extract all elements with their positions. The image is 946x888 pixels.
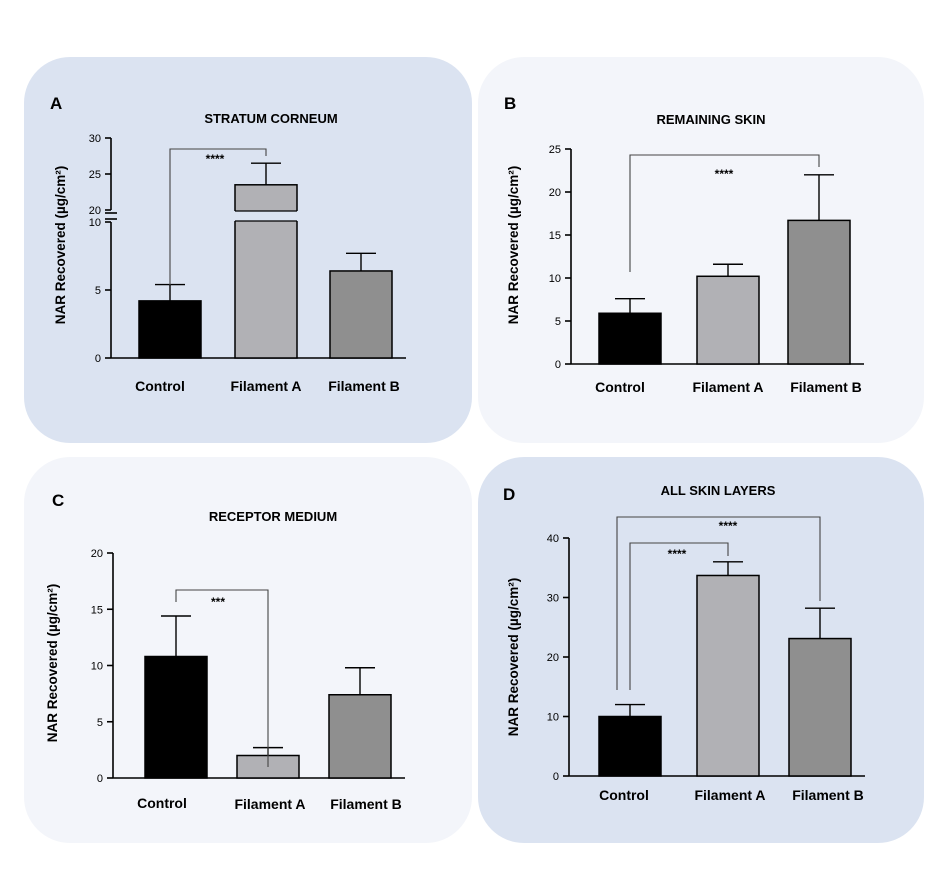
bar-filament-b-d (788, 637, 852, 777)
chart-title-c: RECEPTOR MEDIUM (209, 509, 337, 524)
significance-bracket-a (169, 148, 267, 285)
chart-c: C RECEPTOR MEDIUM NAR Recovered (µg/cm²)… (45, 491, 405, 812)
category-label-filament-b-c: Filament B (330, 796, 402, 812)
category-label-control-c: Control (137, 795, 187, 811)
chart-d: D ALL SKIN LAYERS NAR Recovered (µg/cm²)… (503, 483, 865, 803)
y-tick-label-5-c: 5 (97, 717, 103, 729)
y-tick-label-20-d: 20 (547, 652, 559, 664)
bar-control-d (598, 715, 662, 777)
y-tick-label-15-b: 15 (549, 230, 561, 242)
y-tick-label-40-d: 40 (547, 533, 559, 545)
significance-bracket-b (629, 154, 820, 272)
bar-break-gap-filament-a-a (233, 211, 299, 221)
y-axis-label-b: NAR Recovered (µg/cm²) (506, 166, 521, 325)
y-tick-label-25-a: 25 (89, 169, 101, 181)
significance-label-d-filament-a: **** (668, 547, 687, 561)
bar-filament-a-d (696, 574, 760, 777)
chart-title-d: ALL SKIN LAYERS (661, 483, 776, 498)
significance-label-b: **** (715, 167, 734, 181)
marks-d: 0 10 20 30 40 (547, 516, 865, 783)
chart-b: B REMAINING SKIN NAR Recovered (µg/cm²) … (504, 94, 864, 395)
significance-bracket-c (175, 589, 269, 767)
panel-label-c: C (52, 491, 64, 510)
y-tick-label-20-c: 20 (91, 548, 103, 560)
y-tick-label-0-b: 0 (555, 359, 561, 371)
bar-filament-a-b (696, 275, 760, 365)
y-tick-label-10-c: 10 (91, 661, 103, 673)
bar-control-c (144, 655, 208, 779)
category-label-control-d: Control (599, 787, 649, 803)
y-tick-label-20-b: 20 (549, 187, 561, 199)
y-tick-label-25-b: 25 (549, 144, 561, 156)
y-tick-label-30-d: 30 (547, 593, 559, 605)
category-label-filament-a-c: Filament A (234, 796, 305, 812)
y-tick-label-5-b: 5 (555, 316, 561, 328)
y-tick-label-30-a: 30 (89, 133, 101, 145)
category-label-control-b: Control (595, 379, 645, 395)
bar-control-a (138, 300, 202, 359)
marks-b: 0 5 10 15 20 25 (549, 144, 864, 371)
y-tick-label-0-c: 0 (97, 773, 103, 785)
y-axis-label-d: NAR Recovered (µg/cm²) (506, 578, 521, 737)
panel-label-d: D (503, 485, 515, 504)
panel-label-a: A (50, 94, 62, 113)
y-tick-label-0-a: 0 (95, 353, 101, 365)
y-tick-label-5-a: 5 (95, 285, 101, 297)
category-label-filament-b-d: Filament B (792, 787, 864, 803)
chart-a: A STRATUM CORNEUM NAR Recovered (µg/cm²)… (50, 94, 406, 394)
category-label-control-a: Control (135, 378, 185, 394)
bar-control-b (598, 312, 662, 365)
marks-c: 0 5 10 15 20 (91, 548, 405, 785)
category-label-filament-a-a: Filament A (230, 378, 301, 394)
y-axis-label-a: NAR Recovered (µg/cm²) (53, 166, 68, 325)
y-axis-label-c: NAR Recovered (µg/cm²) (45, 584, 60, 743)
bar-filament-b-b (787, 219, 851, 365)
significance-bracket-d-filament-a (629, 542, 729, 690)
chart-title-a: STRATUM CORNEUM (204, 111, 337, 126)
y-tick-label-10-a: 10 (89, 217, 101, 229)
y-tick-label-10-b: 10 (549, 273, 561, 285)
category-label-filament-b-b: Filament B (790, 379, 862, 395)
chart-title-b: REMAINING SKIN (656, 112, 765, 127)
bar-filament-b-a (329, 270, 393, 359)
category-label-filament-a-d: Filament A (694, 787, 765, 803)
significance-bracket-d-filament-b (616, 516, 821, 690)
category-label-filament-b-a: Filament B (328, 378, 400, 394)
significance-label-a: **** (206, 152, 225, 166)
y-tick-label-10-d: 10 (547, 712, 559, 724)
y-tick-label-0-d: 0 (553, 771, 559, 783)
significance-label-c: *** (211, 595, 225, 609)
y-tick-label-20-a: 20 (89, 205, 101, 217)
y-tick-label-15-c: 15 (91, 604, 103, 616)
bar-filament-b-c (328, 694, 392, 779)
significance-label-d-filament-b: **** (719, 519, 738, 533)
panel-label-b: B (504, 94, 516, 113)
category-label-filament-a-b: Filament A (692, 379, 763, 395)
